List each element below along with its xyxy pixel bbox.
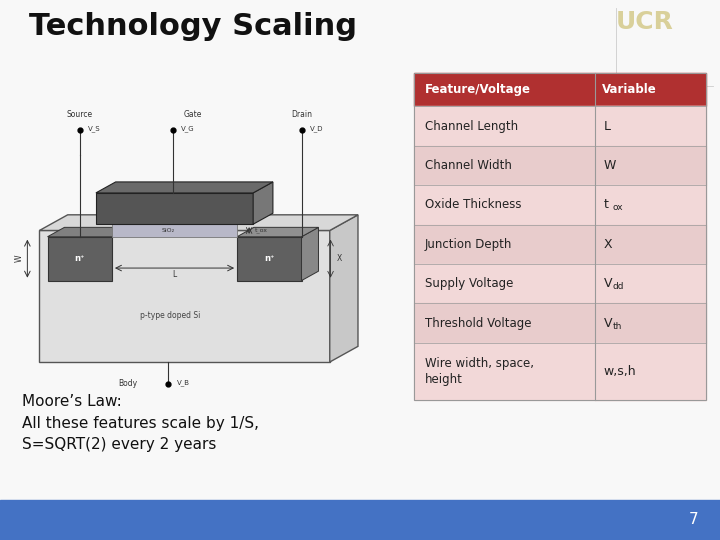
Polygon shape — [302, 227, 318, 281]
Text: p-type doped Si: p-type doped Si — [140, 312, 200, 320]
Text: w,s,h: w,s,h — [603, 365, 636, 378]
Text: V: V — [603, 316, 612, 330]
Text: X: X — [337, 254, 342, 263]
Bar — [414, 146, 595, 185]
Text: UCR: UCR — [616, 10, 673, 34]
Text: V_G: V_G — [181, 125, 194, 132]
Text: 7: 7 — [689, 512, 698, 527]
Text: L: L — [603, 119, 611, 133]
Bar — [414, 73, 706, 400]
Text: ox: ox — [613, 204, 624, 212]
Text: Technology Scaling: Technology Scaling — [29, 12, 357, 41]
Polygon shape — [330, 215, 358, 362]
Text: V_dd: V_dd — [601, 277, 630, 291]
Polygon shape — [237, 227, 318, 237]
Bar — [595, 185, 706, 225]
Text: Channel Length: Channel Length — [425, 119, 518, 133]
Text: t_ox: t_ox — [255, 228, 268, 233]
Text: Feature/Voltage: Feature/Voltage — [425, 83, 531, 96]
Text: W: W — [603, 159, 616, 172]
Bar — [595, 185, 706, 225]
Bar — [96, 193, 253, 224]
Text: L: L — [172, 270, 176, 279]
Bar — [595, 264, 706, 303]
Text: Junction Depth: Junction Depth — [425, 238, 512, 251]
Bar — [595, 264, 706, 303]
Text: Source: Source — [67, 110, 93, 119]
Polygon shape — [96, 182, 273, 193]
Text: n⁺: n⁺ — [264, 254, 274, 263]
Text: t: t — [603, 198, 608, 212]
Text: V_th: V_th — [601, 316, 628, 330]
Bar — [40, 231, 330, 362]
Bar — [595, 303, 706, 343]
Bar — [595, 343, 706, 400]
Text: dd: dd — [613, 282, 624, 291]
Text: W: W — [15, 255, 24, 262]
Bar — [595, 146, 706, 185]
Text: Body: Body — [119, 380, 138, 388]
Text: th: th — [613, 322, 622, 330]
Bar — [112, 224, 237, 237]
Text: V_S: V_S — [88, 125, 101, 132]
Text: X: X — [601, 238, 609, 251]
Polygon shape — [40, 215, 358, 231]
Text: t_ox: t_ox — [601, 198, 626, 212]
Text: w,s,h: w,s,h — [601, 365, 632, 378]
Bar — [414, 106, 595, 146]
Text: Gate: Gate — [184, 110, 202, 119]
Bar — [414, 225, 595, 264]
Bar — [595, 225, 706, 264]
Bar — [414, 73, 595, 106]
Text: X: X — [603, 238, 612, 251]
Bar — [595, 106, 706, 146]
Bar — [0, 500, 720, 540]
Polygon shape — [112, 217, 251, 224]
Text: n⁺: n⁺ — [75, 254, 85, 263]
Bar — [414, 264, 595, 303]
Text: Supply Voltage: Supply Voltage — [425, 277, 513, 291]
Bar — [414, 185, 595, 225]
Text: Channel Width: Channel Width — [425, 159, 512, 172]
Text: Threshold Voltage: Threshold Voltage — [425, 316, 531, 330]
Bar — [595, 225, 706, 264]
Text: V: V — [603, 277, 612, 291]
Text: SiO₂: SiO₂ — [162, 228, 175, 233]
Text: V_D: V_D — [310, 125, 323, 132]
Bar — [595, 146, 706, 185]
Bar — [414, 343, 595, 400]
Bar — [595, 343, 706, 400]
Text: W: W — [601, 159, 613, 172]
Bar — [595, 106, 706, 146]
Bar — [48, 237, 112, 281]
Polygon shape — [253, 182, 273, 224]
Bar — [414, 303, 595, 343]
Text: Wire width, space,
height: Wire width, space, height — [425, 357, 534, 386]
Text: L: L — [601, 119, 608, 133]
Text: V_B: V_B — [176, 379, 189, 386]
Bar — [595, 73, 706, 106]
Text: Variable: Variable — [601, 83, 656, 96]
Bar — [237, 237, 302, 281]
Text: Moore’s Law:
All these features scale by 1/S,
S=SQRT(2) every 2 years: Moore’s Law: All these features scale by… — [22, 394, 258, 453]
Text: Drain: Drain — [291, 110, 312, 119]
Polygon shape — [48, 227, 129, 237]
Text: Oxide Thickness: Oxide Thickness — [425, 198, 521, 212]
Bar — [595, 303, 706, 343]
